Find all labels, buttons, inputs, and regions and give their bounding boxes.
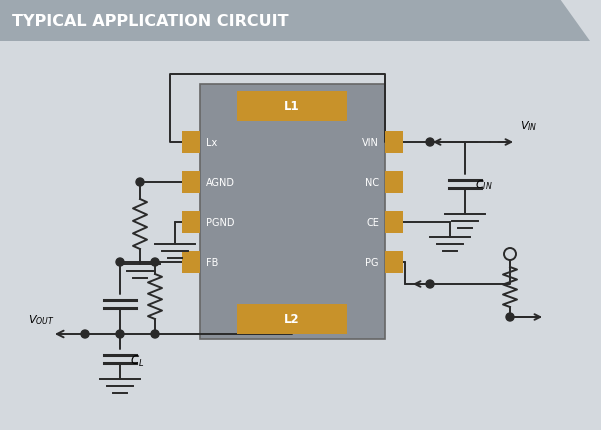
Circle shape	[426, 139, 434, 147]
Bar	[182, 212, 200, 233]
Bar	[182, 132, 200, 154]
Text: AGND: AGND	[206, 178, 235, 187]
Text: L2: L2	[284, 313, 300, 326]
Text: $V_{IN}$: $V_{IN}$	[520, 119, 537, 133]
Text: L1: L1	[284, 100, 300, 113]
Circle shape	[426, 280, 434, 289]
Bar	[182, 252, 200, 273]
Circle shape	[116, 330, 124, 338]
Text: FB: FB	[206, 258, 218, 267]
Polygon shape	[0, 0, 590, 42]
Text: $C_L$: $C_L$	[130, 353, 144, 368]
Bar	[182, 172, 200, 194]
Circle shape	[136, 178, 144, 187]
Text: $C_{IN}$: $C_{IN}$	[475, 178, 493, 191]
Text: CE: CE	[366, 218, 379, 227]
Circle shape	[151, 330, 159, 338]
Bar	[237, 92, 347, 122]
Text: PG: PG	[365, 258, 379, 267]
Bar	[385, 212, 403, 233]
Bar	[200, 85, 385, 339]
Bar	[237, 304, 347, 334]
Bar	[385, 172, 403, 194]
Bar	[385, 132, 403, 154]
Text: NC: NC	[365, 178, 379, 187]
Circle shape	[116, 258, 124, 266]
Text: $V_{OUT}$: $V_{OUT}$	[28, 313, 55, 326]
Text: VIN: VIN	[362, 138, 379, 147]
Circle shape	[81, 330, 89, 338]
Circle shape	[506, 313, 514, 321]
Circle shape	[151, 258, 159, 266]
Text: Lx: Lx	[206, 138, 217, 147]
Bar	[385, 252, 403, 273]
Text: TYPICAL APPLICATION CIRCUIT: TYPICAL APPLICATION CIRCUIT	[12, 13, 288, 28]
Text: PGND: PGND	[206, 218, 234, 227]
